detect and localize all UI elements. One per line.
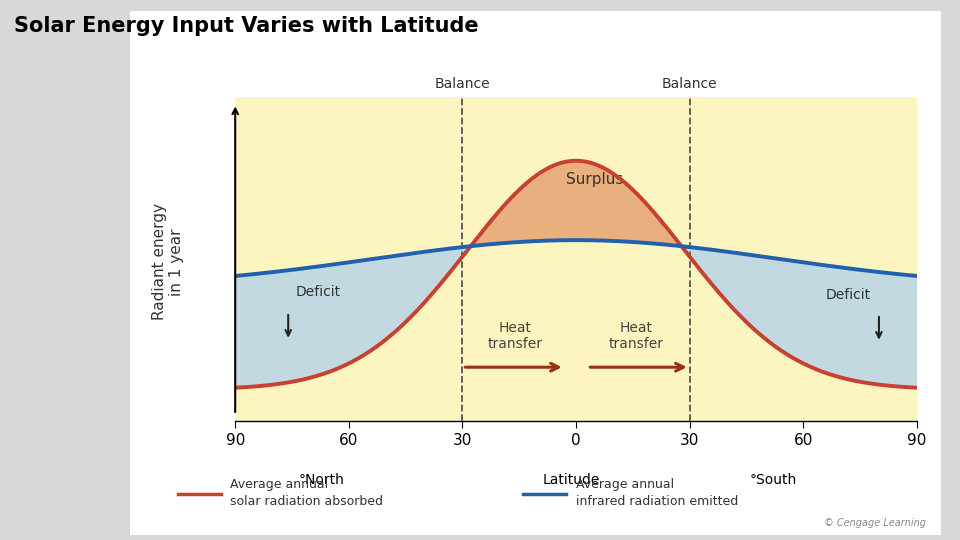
- Text: Balance: Balance: [435, 77, 491, 91]
- Text: Average annual: Average annual: [576, 478, 674, 491]
- Text: Latitude: Latitude: [542, 472, 600, 487]
- Text: Surplus: Surplus: [566, 172, 624, 187]
- Text: Deficit: Deficit: [826, 288, 872, 302]
- Text: Balance: Balance: [661, 77, 717, 91]
- Text: °South: °South: [749, 472, 797, 487]
- Text: © Cengage Learning: © Cengage Learning: [825, 518, 926, 528]
- Text: Solar Energy Input Varies with Latitude: Solar Energy Input Varies with Latitude: [14, 16, 479, 36]
- Text: solar radiation absorbed: solar radiation absorbed: [230, 495, 383, 508]
- Text: Deficit: Deficit: [296, 285, 341, 299]
- Text: infrared radiation emitted: infrared radiation emitted: [576, 495, 738, 508]
- Text: Average annual: Average annual: [230, 478, 328, 491]
- Text: Heat
transfer: Heat transfer: [488, 321, 543, 352]
- Text: Radiant energy
in 1 year: Radiant energy in 1 year: [152, 204, 184, 320]
- Text: Heat
transfer: Heat transfer: [609, 321, 664, 352]
- Text: °North: °North: [299, 472, 345, 487]
